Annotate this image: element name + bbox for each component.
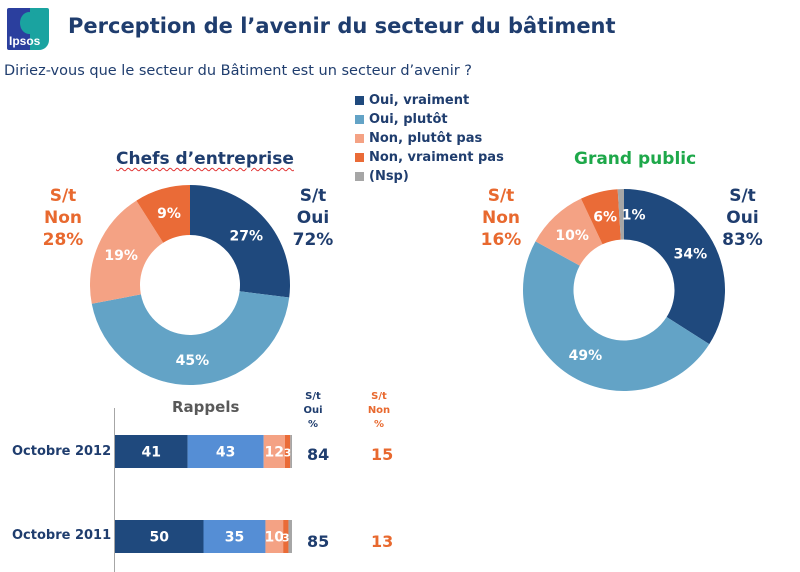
- legend-label: Oui, vraiment: [369, 93, 470, 108]
- subtotal-label: Non: [481, 208, 520, 228]
- subtotal-value: 28%: [42, 230, 84, 250]
- bar-segment-oui-vraiment: [115, 435, 188, 468]
- row-label-2012: Octobre 2012: [12, 444, 112, 459]
- subtotal-oui-chefs: S/t Oui 72%: [288, 185, 338, 251]
- donut-slice-oui-plutot: [91, 291, 290, 385]
- donut-slice-non-vraiment-pas: [136, 185, 190, 243]
- stacked-bar-chart: 41 43 12 350 35 103: [115, 435, 292, 553]
- donut-chart-chefs: 27% 45% 19% 9%: [90, 185, 290, 385]
- bar-segment-label: 41: [142, 445, 161, 461]
- legend-item: Non, plutôt pas: [355, 129, 504, 148]
- donut-slice-nsp: [617, 189, 624, 240]
- ipsos-logo: Ipsos: [7, 8, 49, 50]
- column-head-line: S/t: [371, 391, 387, 402]
- donut-slice-label: 6%: [593, 210, 617, 226]
- subtotal-oui-grand-public: S/t Oui 83%: [715, 185, 770, 251]
- bar-segment-label: 10: [265, 530, 285, 546]
- bar-segment-non-plutot-pas: [263, 435, 285, 468]
- donut-slice-label: 19%: [104, 248, 138, 264]
- donut-slice-label: 10%: [555, 228, 589, 244]
- donut-slice-non-plutot-pas: [535, 198, 603, 266]
- legend-label: Non, plutôt pas: [369, 131, 483, 146]
- donut-chart-grand-public: 34% 49% 10%6% 1%: [523, 189, 725, 391]
- legend-label: Oui, plutôt: [369, 112, 448, 127]
- legend-item: Oui, vraiment: [355, 91, 504, 110]
- rappels-title: Rappels: [172, 398, 240, 416]
- page-title: Perception de l’avenir du secteur du bât…: [68, 14, 616, 38]
- subtotal-value: 72%: [292, 230, 334, 250]
- bar-segment-non-vraiment-pas: [284, 435, 291, 468]
- donut-slice-label: 49%: [569, 348, 603, 364]
- legend-item: Non, vraiment pas: [355, 148, 504, 167]
- legend-item: Oui, plutôt: [355, 110, 504, 129]
- survey-question: Diriez-vous que le secteur du Bâtiment e…: [4, 63, 473, 79]
- bar-segment-oui-plutot: [203, 520, 266, 553]
- row-label-2011: Octobre 2011: [12, 528, 112, 543]
- column-head-line: S/t: [305, 391, 321, 402]
- legend-swatch: [355, 96, 364, 105]
- donut-slice-non-vraiment-pas: [580, 189, 621, 245]
- st-oui-2011: 85: [307, 532, 330, 551]
- donut-slice-label: 9%: [157, 206, 181, 222]
- legend-swatch: [355, 115, 364, 124]
- subtotal-label: S/t: [49, 186, 77, 206]
- subtotal-label: S/t: [729, 186, 756, 206]
- subtotal-label: Oui: [726, 208, 759, 228]
- legend-swatch: [355, 134, 364, 143]
- bar-axis-line: [114, 408, 115, 572]
- subtotal-label: Oui: [296, 208, 330, 228]
- chart-title-chefs-text: Chefs d’entreprise: [116, 149, 294, 169]
- bar-segment-nsp: [288, 520, 292, 553]
- subtotal-value: 16%: [480, 230, 522, 250]
- bar-segment-label: 50: [150, 530, 170, 546]
- bar-segment-oui-plutot: [187, 435, 264, 468]
- bar-segment-non-plutot-pas: [265, 520, 284, 553]
- subtotal-non-grand-public: S/t Non 16%: [476, 185, 526, 251]
- donut-slice-label: 45%: [176, 353, 210, 369]
- column-head-oui: S/t Oui %: [298, 390, 328, 432]
- column-head-non: S/t Non %: [363, 390, 395, 432]
- st-oui-2012: 84: [307, 445, 330, 464]
- legend-label: Non, vraiment pas: [369, 150, 504, 165]
- logo-text: Ipsos: [9, 34, 41, 48]
- column-head-line: %: [373, 419, 385, 430]
- legend: Oui, vraiment Oui, plutôt Non, plutôt pas N…: [355, 91, 504, 186]
- bar-segment-label: 3: [284, 447, 292, 460]
- st-non-2011: 13: [371, 532, 394, 551]
- subtotal-label: Non: [43, 208, 82, 228]
- subtotal-non-chefs: S/t Non 28%: [38, 185, 88, 251]
- bar-segment-oui-vraiment: [115, 520, 204, 553]
- chart-title-grand-public: Grand public: [574, 149, 697, 169]
- subtotal-label: S/t: [487, 186, 515, 206]
- legend-label: (Nsp): [369, 169, 409, 184]
- legend-swatch: [355, 172, 364, 181]
- donut-slice-label: 1%: [622, 207, 646, 223]
- bar-segment-nsp: [290, 435, 292, 468]
- st-non-2012: 15: [371, 445, 394, 464]
- bar-segment-non-vraiment-pas: [283, 520, 289, 553]
- chart-title-chefs: Chefs d’entreprise: [116, 149, 294, 169]
- donut-slice-oui-vraiment: [190, 185, 290, 298]
- column-head-line: %: [307, 419, 319, 430]
- donut-slice-oui-plutot: [523, 241, 710, 391]
- bar-segment-label: 12: [265, 445, 284, 461]
- donut-slice-non-plutot-pas: [90, 200, 164, 304]
- donut-slice-label: 27%: [230, 228, 264, 244]
- column-head-line: Oui: [303, 405, 323, 416]
- bar-segment-label: 3: [282, 532, 290, 545]
- logo-head-icon: [20, 12, 38, 34]
- subtotal-label: S/t: [299, 186, 327, 206]
- donut-slice-oui-vraiment: [624, 189, 725, 345]
- legend-swatch: [355, 153, 364, 162]
- column-head-line: Non: [367, 405, 391, 416]
- subtotal-value: 83%: [722, 230, 763, 250]
- bar-segment-label: 43: [216, 445, 235, 461]
- bar-segment-label: 35: [225, 530, 244, 546]
- donut-slice-label: 34%: [674, 247, 708, 263]
- legend-item: (Nsp): [355, 167, 504, 186]
